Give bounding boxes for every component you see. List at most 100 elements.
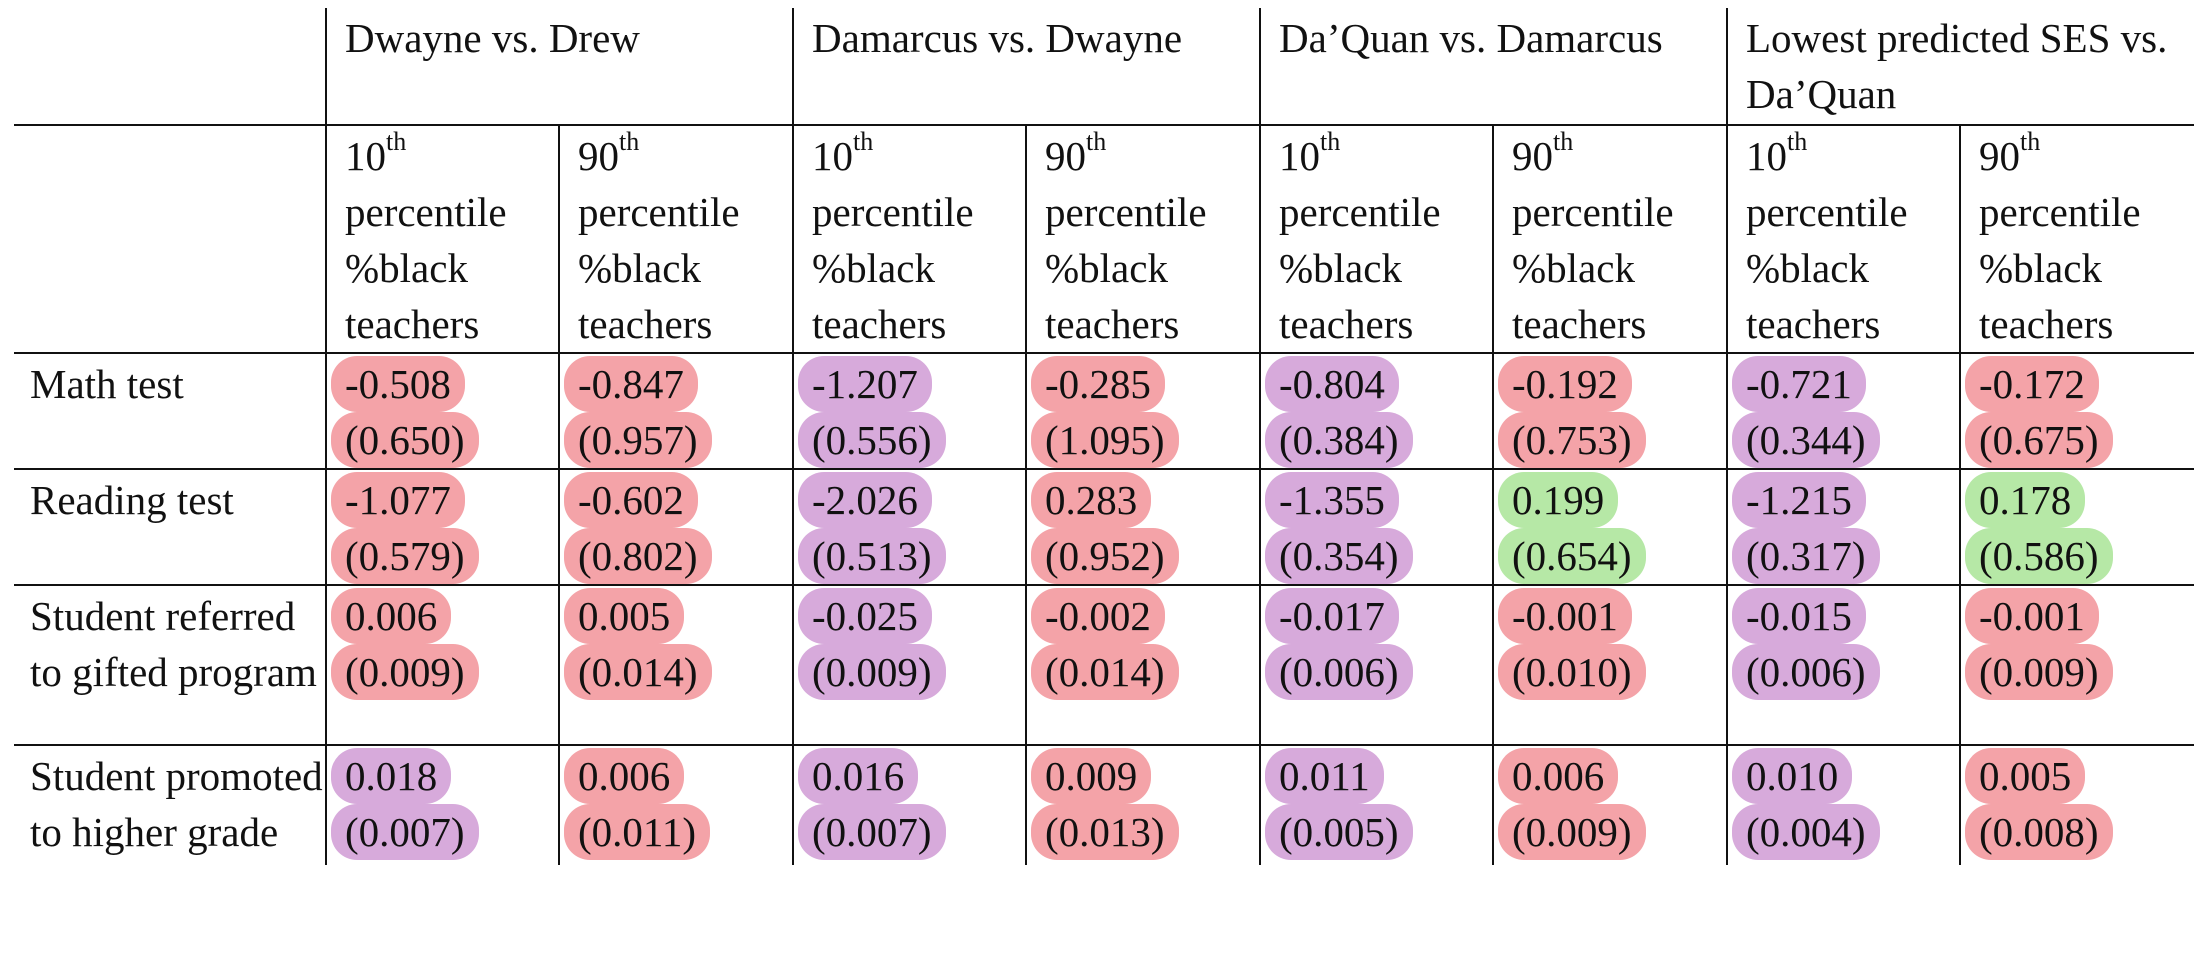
highlight: (0.008) [1965, 804, 2113, 860]
highlight: -0.192 [1498, 356, 1632, 412]
row-label: Reading test [14, 468, 327, 586]
coefficient-value: 0.016 [798, 748, 1025, 804]
standard-error: (0.014) [1031, 644, 1259, 700]
table-row: Reading test -1.077 (0.579) -0.602 (0.802) -2… [14, 468, 2195, 586]
percentile-number: 10 [812, 133, 854, 179]
estimate-cell: -0.847 (0.957) [557, 352, 795, 470]
standard-error: (0.005) [1265, 804, 1492, 860]
standard-error: (0.802) [564, 528, 792, 584]
coefficient-value: -0.847 [564, 356, 792, 412]
coefficient-value: -0.804 [1265, 356, 1492, 412]
highlight: 0.010 [1732, 748, 1853, 804]
estimate-cell: 0.010 (0.004) [1726, 744, 1962, 865]
estimate-cell: 0.006 (0.009) [325, 584, 560, 746]
coefficient-value: -0.192 [1498, 356, 1726, 412]
estimate-cell: 0.009 (0.013) [1025, 744, 1262, 865]
sub-header-text: percentile %black teachers [345, 189, 507, 347]
estimate-cell: 0.178 (0.586) [1959, 468, 2195, 586]
sub-header: 10th percentile %black teachers [1726, 124, 1962, 354]
highlight: 0.006 [1498, 748, 1619, 804]
standard-error: (0.007) [331, 804, 558, 860]
highlight: -1.207 [798, 356, 932, 412]
estimate-cell: -0.001 (0.010) [1492, 584, 1729, 746]
coefficient-value: -0.025 [798, 588, 1025, 644]
highlight: (0.009) [1498, 804, 1646, 860]
estimate-cell: 0.283 (0.952) [1025, 468, 1262, 586]
standard-error: (0.010) [1498, 644, 1726, 700]
coefficient-value: 0.199 [1498, 472, 1726, 528]
coefficient-value: -0.001 [1965, 588, 2194, 644]
sub-header: 90th percentile %black teachers [557, 124, 795, 354]
standard-error: (0.957) [564, 412, 792, 468]
standard-error: (0.011) [564, 804, 792, 860]
group-header: Da’Quan vs. Damarcus [1259, 8, 1729, 126]
highlight: (0.654) [1498, 528, 1646, 584]
highlight: (0.010) [1498, 644, 1646, 700]
standard-error: (0.014) [564, 644, 792, 700]
coefficient-value: 0.011 [1265, 748, 1492, 804]
highlight: (0.007) [331, 804, 479, 860]
highlight: (1.095) [1031, 412, 1179, 468]
standard-error: (0.006) [1265, 644, 1492, 700]
coefficient-value: -0.508 [331, 356, 558, 412]
highlight: (0.556) [798, 412, 946, 468]
highlight: (0.007) [798, 804, 946, 860]
standard-error: (0.008) [1965, 804, 2194, 860]
highlight: -0.015 [1732, 588, 1866, 644]
coefficient-value: -1.215 [1732, 472, 1959, 528]
highlight: 0.018 [331, 748, 452, 804]
estimate-cell: 0.199 (0.654) [1492, 468, 1729, 586]
estimate-cell: 0.006 (0.009) [1492, 744, 1729, 865]
standard-error: (0.650) [331, 412, 558, 468]
estimate-cell: -0.285 (1.095) [1025, 352, 1262, 470]
estimate-cell: 0.006 (0.011) [557, 744, 795, 865]
standard-error: (0.952) [1031, 528, 1259, 584]
highlight: (0.005) [1265, 804, 1413, 860]
highlight: (0.013) [1031, 804, 1179, 860]
standard-error: (0.579) [331, 528, 558, 584]
estimate-cell: -1.355 (0.354) [1259, 468, 1495, 586]
standard-error: (0.009) [1498, 804, 1726, 860]
coefficient-value: -1.077 [331, 472, 558, 528]
coefficient-value: -0.285 [1031, 356, 1259, 412]
estimate-cell: -0.001 (0.009) [1959, 584, 2195, 746]
highlight: (0.011) [564, 804, 711, 860]
highlight: (0.957) [564, 412, 712, 468]
highlight: -0.847 [564, 356, 698, 412]
corner-cell [14, 8, 327, 126]
sub-header-text: percentile %black teachers [1979, 189, 2141, 347]
highlight: 0.006 [564, 748, 685, 804]
sub-header-text: percentile %black teachers [1045, 189, 1207, 347]
standard-error: (0.009) [331, 644, 558, 700]
estimate-cell: -0.192 (0.753) [1492, 352, 1729, 470]
highlight: 0.005 [1965, 748, 2086, 804]
highlight: -1.355 [1265, 472, 1399, 528]
percentile-number: 90 [1979, 133, 2021, 179]
standard-error: (0.317) [1732, 528, 1959, 584]
highlight: -0.002 [1031, 588, 1165, 644]
coefficient-value: -1.355 [1265, 472, 1492, 528]
standard-error: (1.095) [1031, 412, 1259, 468]
group-header: Dwayne vs. Drew [324, 8, 795, 126]
estimate-cell: 0.016 (0.007) [792, 744, 1028, 865]
estimate-cell: -2.026 (0.513) [792, 468, 1028, 586]
highlight: 0.283 [1031, 472, 1152, 528]
highlight: (0.006) [1265, 644, 1413, 700]
coefficient-value: 0.005 [564, 588, 792, 644]
percentile-number: 10 [1279, 133, 1321, 179]
coefficient-value: 0.009 [1031, 748, 1259, 804]
coefficient-value: -1.207 [798, 356, 1025, 412]
results-table: Dwayne vs. Drew Damarcus vs. Dwayne Da’Q… [14, 8, 2195, 865]
highlight: -0.285 [1031, 356, 1165, 412]
sub-header: 90th percentile %black teachers [1959, 124, 2195, 354]
ordinal-suffix: th [1086, 127, 1107, 156]
highlight: (0.354) [1265, 528, 1413, 584]
standard-error: (0.513) [798, 528, 1025, 584]
highlight: -1.215 [1732, 472, 1866, 528]
standard-error: (0.654) [1498, 528, 1726, 584]
row-label: Student referred to gifted program [14, 584, 327, 746]
highlight: (0.009) [331, 644, 479, 700]
highlight: (0.009) [798, 644, 946, 700]
percentile-number: 90 [1045, 133, 1087, 179]
estimate-cell: -0.002 (0.014) [1025, 584, 1262, 746]
